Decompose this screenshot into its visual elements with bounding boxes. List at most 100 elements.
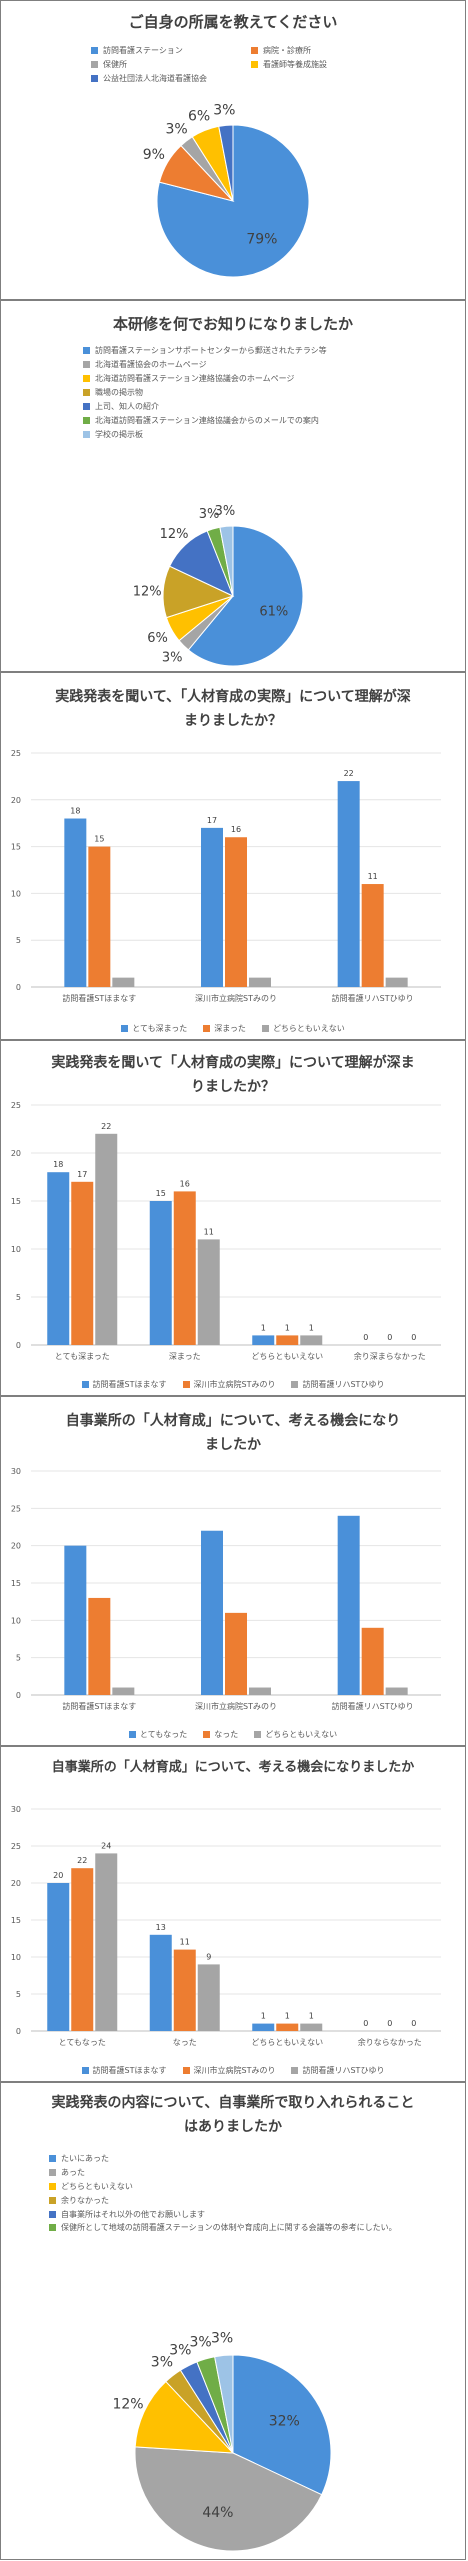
- chart-title: ご自身の所属を教えてください: [128, 13, 338, 31]
- legend-swatch: [251, 60, 258, 68]
- y-tick-label: 5: [16, 1654, 21, 1663]
- legend-swatch: [49, 2168, 56, 2176]
- legend-item: 訪問看護リハSTひゆり: [291, 2065, 384, 2076]
- legend-label: 深まった: [214, 1024, 246, 1033]
- legend-item: 看護師等養成施設: [251, 57, 327, 71]
- bar-data-label: 18: [53, 1160, 63, 1169]
- panel-understanding-by-station: 実践発表を聞いて、「人材育成の実際」について理解が深まりましたか？ 0 5 10 15…: [0, 672, 466, 1040]
- x-tick-label: どちらともいえない: [251, 2038, 323, 2047]
- legend-item: 保健所として地域の訪問看護ステーションの体制や育成向上に関する会議等の参考にした…: [49, 2221, 439, 2234]
- bar: [47, 1172, 70, 1345]
- y-tick-label: 10: [11, 1616, 21, 1625]
- legend-item: 北海道看護協会のホームページ: [83, 357, 453, 371]
- legend-item: 深川市立病院STみのり: [182, 2065, 276, 2076]
- legend-swatch: [83, 388, 90, 396]
- legend-label: どちらともいえない: [272, 1024, 345, 1033]
- y-tick-label: 20: [11, 1149, 21, 1158]
- legend-swatch: [49, 2182, 56, 2190]
- bar: [112, 1687, 135, 1695]
- x-tick-label: 深川市立病院STみのり: [195, 1701, 277, 1711]
- legend-swatch: [251, 46, 258, 54]
- legend-label: 北海道訪問看護ステーション連絡協議会からのメールでの案内: [95, 415, 319, 425]
- legend: 訪問看護STほまなす 深川市立病院STみのり 訪問看護リハSTひゆり: [1, 1379, 465, 1390]
- pie-slice-label: 3%: [162, 651, 183, 666]
- bar: [201, 1530, 223, 1695]
- bar-data-label: 24: [101, 1841, 111, 1850]
- legend: 訪問看護STほまなす 深川市立病院STみのり 訪問看護リハSTひゆり: [1, 2065, 465, 2076]
- pie-chart-source: 61%3%6%12%12%3%3%: [133, 504, 304, 667]
- pie-slice-label: 12%: [112, 2397, 143, 2413]
- legend-swatch: [83, 402, 90, 410]
- pie-slice-label: 6%: [147, 631, 168, 646]
- panel-opportunity-by-station: 自事業所の「人材育成」について、考える機会になりましたか 0 5 10 15 20 25 3…: [0, 1396, 466, 1746]
- bar-data-label: 22: [77, 1856, 87, 1865]
- y-tick-label: 15: [11, 843, 21, 852]
- pie-slice: [187, 525, 304, 667]
- chart-title: 自事業所の「人材育成」について、考える機会になりましたか: [51, 1760, 415, 1775]
- legend-item: 深まった: [203, 1023, 246, 1034]
- legend-swatch: [182, 2067, 190, 2074]
- pie-slice: [134, 2446, 323, 2552]
- legend-label: 訪問看護リハSTひゆり: [302, 1380, 385, 1389]
- legend-item: 北海道訪問看護ステーション連絡協議会からのメールでの案内: [83, 413, 453, 427]
- chart-title: 本研修を何でお知りになりましたか: [112, 315, 353, 333]
- bar: [197, 1964, 220, 2031]
- legend-item: 訪問看護STほまなす: [81, 2065, 167, 2076]
- legend-swatch: [81, 1381, 89, 1388]
- legend-item: とても深まった: [121, 1023, 187, 1034]
- chart-title: 実践発表を聞いて、「人材育成の実際」について理解が深まりましたか？: [55, 689, 411, 729]
- chart-title: 自事業所の「人材育成」について、考える機会になりましたか: [65, 1413, 401, 1453]
- legend-item: あった: [49, 2165, 439, 2179]
- y-tick-label: 30: [11, 1467, 21, 1476]
- pie-slice-label: 12%: [160, 527, 189, 542]
- bar-data-label: 1: [285, 2012, 290, 2021]
- legend-label: 訪問看護STほまなす: [92, 2066, 167, 2075]
- bar-data-label: 0: [411, 2019, 416, 2028]
- legend-label: 北海道訪問看護ステーション連絡協議会のホームページ: [95, 373, 295, 383]
- legend-label: 自事業所はそれ以外の他でお願いします: [61, 2209, 205, 2219]
- x-tick-label: とても深まった: [55, 1352, 110, 1361]
- bar-data-label: 1: [261, 2012, 266, 2021]
- legend-item: 訪問看護リハSTひゆり: [291, 1379, 384, 1390]
- bar: [276, 1335, 299, 1345]
- legend: とても深まった 深まった どちらともいえない: [1, 1023, 465, 1034]
- legend-item: どちらともいえない: [254, 1729, 337, 1740]
- x-tick-label: とてもなった: [59, 2038, 106, 2047]
- x-tick-label: 余り深まらなかった: [354, 1351, 426, 1361]
- pie-chart-affiliation: 79%9%3%6% 3%: [143, 102, 310, 278]
- pie-slice-label: 3%: [213, 102, 235, 118]
- bar-data-label: 11: [204, 1227, 214, 1236]
- legend-swatch: [83, 430, 90, 438]
- legend-swatch: [49, 2154, 56, 2162]
- bar-data-label: 0: [387, 1333, 392, 1342]
- legend-item: 北海道訪問看護ステーション連絡協議会のホームページ: [83, 371, 453, 385]
- panel-source: 本研修を何でお知りになりましたか 訪問看護ステーションサポートセンターから郵送さ…: [0, 300, 466, 672]
- legend-swatch: [203, 1731, 211, 1738]
- bar-data-label: 0: [363, 2019, 368, 2028]
- x-tick-label: なった: [173, 2038, 197, 2047]
- legend-swatch: [121, 1025, 129, 1032]
- bar-data-label: 16: [231, 825, 241, 834]
- pie-slice: [232, 2354, 332, 2496]
- y-tick-label: 20: [11, 1542, 21, 1551]
- legend-item: 自事業所はそれ以外の他でお願いします: [49, 2207, 439, 2221]
- legend-item: 余りなかった: [49, 2193, 439, 2207]
- legend-item: たいにあった: [49, 2151, 439, 2165]
- bar: [361, 1627, 384, 1695]
- bar: [47, 1883, 70, 2031]
- y-tick-label: 25: [11, 1101, 21, 1110]
- legend: 訪問看護ステーションサポートセンターから郵送されたチラシ等 北海道看護協会のホー…: [83, 343, 453, 441]
- legend-swatch: [254, 1731, 262, 1738]
- legend-swatch: [91, 74, 98, 82]
- legend-item: 深川市立病院STみのり: [182, 1379, 275, 1390]
- bar: [249, 1687, 271, 1695]
- bar-data-label: 22: [101, 1122, 111, 1131]
- legend-swatch: [49, 2224, 56, 2231]
- legend-swatch: [91, 46, 98, 54]
- bar: [112, 977, 135, 987]
- legend-label: 深川市立病院STみのり: [193, 2066, 276, 2075]
- pie-slice: [214, 2354, 234, 2454]
- legend: たいにあった あった どちらともいえない 余りなかった 自事業所はそれ以外の他で…: [49, 2151, 439, 2234]
